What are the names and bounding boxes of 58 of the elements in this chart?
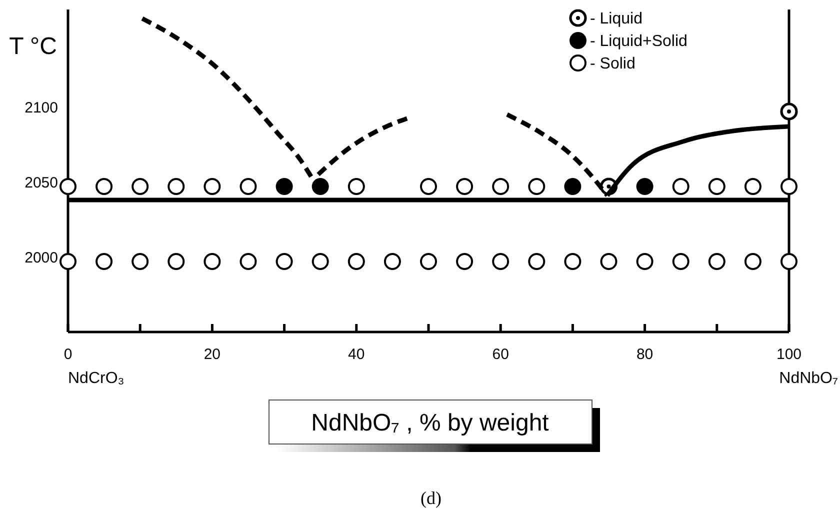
x-tick-label: 80 [636,346,654,363]
point [564,253,582,270]
point [600,253,618,270]
point [312,253,329,270]
point [168,253,185,270]
point [132,178,149,195]
point [132,253,149,270]
x-tick-label: 100 [776,346,802,363]
point [492,253,510,270]
point [528,178,546,195]
point [348,178,365,195]
point [204,253,221,270]
point [60,178,76,195]
point [528,253,546,270]
point [420,178,437,195]
legend-label: - Liquid [590,10,642,28]
legend-label: - Solid [590,56,636,73]
point [60,253,76,270]
point [420,253,437,270]
point [492,178,510,195]
point [276,253,293,270]
x-tick-label: 40 [348,346,365,363]
point [780,102,798,120]
point [780,178,798,195]
y-tick-label: 2050 [24,174,58,192]
point [708,178,726,195]
text: (d) [420,488,442,508]
point [744,253,762,270]
x-axis-title: NdNbO₇ , % by weight [311,409,550,436]
point [312,178,329,195]
y-tick-label: 2000 [24,249,58,266]
point [636,253,654,270]
point [636,178,654,195]
point [240,178,257,195]
text: NdCrO₃ [68,370,124,387]
point [168,178,185,195]
point [456,178,474,195]
point [348,253,365,270]
point [96,178,113,195]
x-tick-label: 60 [492,346,509,363]
point [708,253,726,270]
point [672,253,690,270]
point [744,178,762,195]
point [276,178,293,195]
x-tick-label: 20 [204,346,221,363]
point [564,178,582,195]
point [456,253,474,270]
y-axis-title: T °C [9,33,57,60]
point [240,253,257,270]
point [96,253,113,270]
y-tick-label: 2100 [24,99,58,116]
legend-label: - Liquid+Solid [590,33,688,50]
point [672,178,690,195]
text: NdNbO₇ [779,370,838,387]
point [384,253,401,270]
point [204,178,221,195]
x-tick-label: 0 [64,346,72,363]
point [780,253,798,270]
